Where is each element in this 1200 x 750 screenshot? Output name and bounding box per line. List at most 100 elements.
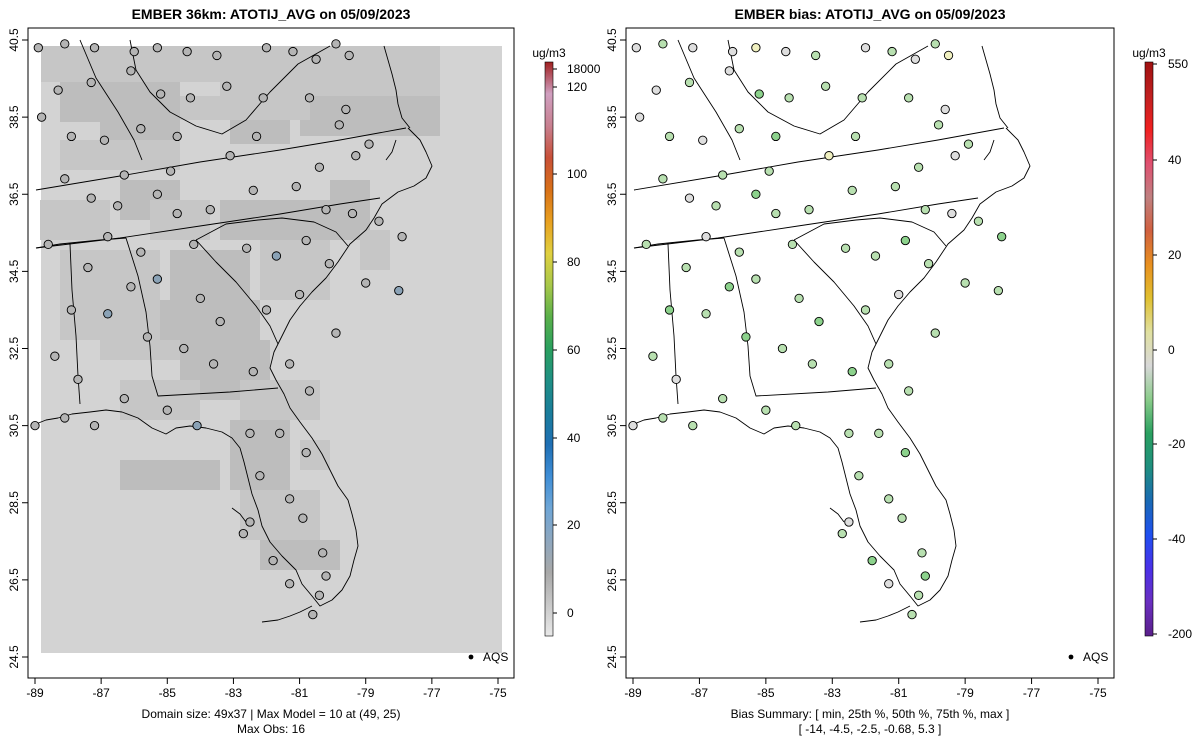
model-grid-cell — [150, 200, 210, 240]
left-state-nc-sc — [195, 217, 349, 247]
right-legend-title: ug/m3 — [1132, 46, 1166, 60]
obs-site-marker — [397, 232, 407, 242]
obs-site-marker — [182, 46, 192, 57]
bias-site-marker — [727, 46, 738, 57]
left-gulf-islands — [231, 507, 247, 523]
obs-site-marker — [172, 131, 182, 142]
bias-site-marker — [671, 374, 681, 384]
right-map-outlines — [633, 39, 1031, 623]
right-state-va-ky — [633, 127, 1005, 191]
obs-site-marker — [242, 243, 252, 253]
obs-site-marker — [304, 386, 315, 396]
bias-site-marker — [771, 131, 781, 142]
bias-site-marker — [664, 305, 675, 315]
bias-site-marker — [807, 359, 818, 369]
obs-site-marker — [255, 471, 265, 481]
right-state-sc-ga — [793, 239, 877, 345]
y-tick-label: 34.5 — [605, 259, 619, 283]
x-tick-label: -83 — [225, 686, 243, 700]
bias-site-marker — [658, 174, 668, 184]
obs-site-marker — [301, 447, 311, 458]
obs-site-marker — [113, 201, 123, 211]
left-colorbar-ticks: 0 20 40 60 80 100 120 18000 — [553, 62, 601, 620]
obs-site-marker — [50, 351, 60, 361]
obs-site-marker — [165, 166, 176, 176]
model-grid-cell — [360, 230, 390, 270]
y-tick-label: 38.5 — [605, 105, 619, 129]
x-tick-label: -77 — [423, 686, 441, 700]
y-tick-label: 40.5 — [7, 28, 21, 52]
bias-site-marker — [684, 193, 695, 203]
bias-site-marker — [950, 151, 960, 161]
obs-site-marker — [86, 193, 96, 203]
obs-site-marker — [271, 251, 282, 261]
bias-site-marker — [791, 420, 801, 431]
legend-tick-label: 0 — [567, 606, 574, 620]
left-florida-keys — [261, 605, 313, 623]
bias-site-marker — [904, 386, 914, 396]
bias-site-marker — [718, 170, 728, 180]
left-chesapeake — [383, 45, 411, 161]
model-grid-cell — [260, 240, 330, 300]
model-grid-cell — [100, 340, 180, 360]
bias-site-marker — [933, 120, 944, 130]
right-title: EMBER bias: ATOTIJ_AVG on 05/09/2023 — [734, 6, 1005, 22]
obs-site-marker — [351, 151, 361, 161]
obs-site-marker — [314, 590, 325, 600]
x-tick-label: -81 — [890, 686, 908, 700]
bias-site-marker — [920, 205, 930, 215]
left-plot-frame — [27, 27, 515, 679]
y-tick-label: 28.5 — [605, 491, 619, 515]
x-tick-label: -75 — [1089, 686, 1107, 700]
bias-site-marker — [781, 46, 791, 57]
left-aqs-legend-label: AQS — [483, 650, 508, 664]
bias-site-marker — [820, 81, 831, 91]
obs-site-marker — [304, 93, 315, 103]
obs-site-marker — [60, 174, 70, 184]
bias-site-marker — [784, 93, 794, 103]
x-tick-label: -89 — [26, 686, 44, 700]
legend-tick-label: -200 — [1168, 627, 1192, 641]
bias-site-marker — [751, 274, 761, 284]
obs-site-marker — [152, 189, 163, 199]
left-colorbar — [544, 61, 554, 637]
obs-site-marker — [119, 170, 129, 180]
legend-tick-label: 18000 — [567, 62, 601, 76]
bias-site-marker — [930, 39, 940, 49]
x-tick-label: -85 — [757, 686, 775, 700]
bias-site-marker — [867, 555, 877, 566]
obs-site-marker — [195, 293, 206, 304]
bias-site-marker — [854, 471, 864, 481]
bias-site-marker — [860, 305, 871, 315]
model-grid-cell — [60, 140, 180, 170]
obs-site-marker — [248, 366, 258, 377]
obs-site-marker — [60, 39, 70, 49]
left-coastline — [35, 127, 433, 607]
bias-site-marker — [844, 428, 854, 438]
obs-site-marker — [308, 609, 318, 620]
legend-tick-label: 60 — [567, 343, 581, 357]
obs-site-marker — [331, 328, 341, 338]
bias-site-marker — [897, 513, 907, 523]
obs-site-marker — [301, 235, 311, 246]
bias-site-marker — [930, 328, 940, 338]
left-map-area — [30, 39, 502, 653]
model-grid-cell — [120, 460, 220, 490]
bias-site-marker — [751, 189, 761, 199]
bias-site-marker — [840, 243, 851, 253]
obs-site-marker — [36, 112, 47, 122]
right-gulf-islands — [829, 507, 845, 523]
model-grid-cell — [180, 96, 310, 120]
left-footer-line2: Max Obs: 16 — [237, 722, 305, 736]
y-tick-label: 24.5 — [605, 645, 619, 669]
bias-site-marker — [804, 205, 814, 215]
legend-tick-label: 40 — [567, 431, 581, 445]
obs-site-marker — [136, 124, 146, 134]
bias-site-marker — [963, 139, 974, 149]
right-map-area — [628, 39, 1031, 623]
bias-site-marker — [884, 359, 894, 369]
obs-site-marker — [245, 517, 255, 527]
bias-site-marker — [887, 46, 897, 57]
